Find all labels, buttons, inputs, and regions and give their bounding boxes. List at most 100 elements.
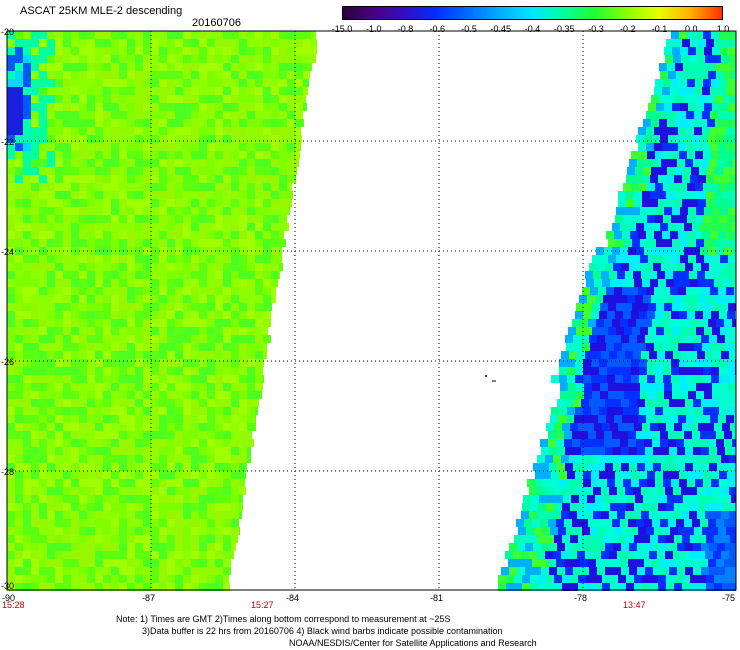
swath-cell — [629, 543, 637, 551]
swath-cell — [616, 207, 624, 215]
swath-cell — [135, 255, 143, 263]
swath-cell — [595, 495, 603, 503]
swath-cell — [662, 527, 670, 535]
swath-cell — [175, 287, 183, 295]
swath-cell — [570, 535, 578, 543]
swath-cell — [167, 255, 175, 263]
swath-cell — [681, 455, 689, 463]
swath-cell — [231, 303, 239, 311]
swath-cell — [135, 239, 143, 247]
swath-cell — [63, 239, 71, 247]
swath-cell — [498, 583, 506, 591]
swath-cell — [658, 583, 666, 591]
swath-cell — [175, 487, 183, 495]
swath-cell — [616, 303, 624, 311]
swath-cell — [656, 255, 664, 263]
swath-cell — [207, 159, 215, 167]
swath-cell — [199, 223, 207, 231]
swath-cell — [626, 199, 634, 207]
swath-cell — [695, 407, 703, 415]
swath-cell — [39, 303, 47, 311]
swath-cell — [175, 583, 183, 591]
swath-cell — [607, 359, 615, 367]
swath-cell — [623, 311, 631, 319]
swath-cell — [733, 463, 736, 471]
swath-cell — [720, 103, 728, 111]
swath-cell — [167, 63, 175, 71]
swath-cell — [311, 63, 312, 71]
colorbar-tick-label: -1.0 — [365, 24, 382, 34]
swath-cell — [55, 583, 63, 591]
swath-cell — [63, 47, 71, 55]
swath-cell — [239, 47, 247, 55]
swath-cell — [650, 191, 658, 199]
swath-cell — [79, 111, 87, 119]
swath-cell — [676, 559, 684, 567]
swath-cell — [103, 135, 111, 143]
swath-cell — [87, 319, 95, 327]
swath-cell — [159, 439, 167, 447]
swath-cell — [649, 455, 657, 463]
swath-cell — [55, 463, 63, 471]
swath-cell — [695, 471, 703, 479]
swath-cell — [709, 335, 717, 343]
swath-cell — [255, 287, 263, 295]
swath-cell — [711, 183, 719, 191]
swath-cell — [665, 351, 673, 359]
swath-cell — [23, 511, 31, 519]
swath-cell — [514, 535, 522, 543]
swath-cell — [175, 95, 183, 103]
colorbar-tick-label: 1.0 — [716, 24, 730, 34]
swath-cell — [175, 239, 183, 247]
swath-cell — [15, 447, 23, 455]
swath-cell — [63, 311, 71, 319]
swath-cell — [239, 431, 247, 439]
swath-cell — [631, 367, 639, 375]
swath-cell — [39, 71, 47, 79]
swath-cell — [548, 439, 556, 447]
swath-cell — [223, 367, 231, 375]
swath-cell — [621, 399, 629, 407]
swath-cell — [63, 231, 71, 239]
swath-cell — [255, 295, 263, 303]
swath-cell — [79, 487, 87, 495]
swath-cell — [231, 39, 239, 47]
swath-cell — [127, 295, 135, 303]
swath-cell — [151, 239, 159, 247]
swath-cell — [271, 263, 279, 271]
swath-cell — [674, 575, 682, 583]
swath-cell — [587, 295, 595, 303]
swath-cell — [239, 407, 247, 415]
swath-cell — [175, 39, 183, 47]
swath-cell — [111, 119, 119, 127]
swath-cell — [55, 383, 63, 391]
swath-cell — [103, 231, 111, 239]
swath-cell — [683, 295, 691, 303]
swath-cell — [31, 407, 39, 415]
swath-cell — [31, 87, 39, 95]
swath-cell — [23, 559, 31, 567]
swath-cell — [95, 263, 103, 271]
swath-cell — [111, 279, 119, 287]
swath-cell — [255, 87, 263, 95]
swath-cell — [119, 535, 127, 543]
swath-cell — [87, 111, 95, 119]
swath-cell — [537, 511, 545, 519]
swath-cell — [661, 463, 669, 471]
swath-cell — [159, 199, 167, 207]
swath-cell — [647, 407, 655, 415]
swath-cell — [71, 455, 79, 463]
swath-cell — [733, 263, 736, 271]
swath-cell — [135, 223, 143, 231]
swath-cell — [699, 95, 707, 103]
swath-cell — [700, 223, 708, 231]
swath-cell — [728, 391, 736, 399]
swath-cell — [39, 311, 47, 319]
swath-cell — [191, 535, 199, 543]
swath-cell — [713, 455, 721, 463]
swath-cell — [95, 343, 103, 351]
swath-cell — [79, 439, 87, 447]
swath-cell — [679, 359, 687, 367]
swath-cell — [639, 359, 647, 367]
swath-cell — [609, 351, 617, 359]
